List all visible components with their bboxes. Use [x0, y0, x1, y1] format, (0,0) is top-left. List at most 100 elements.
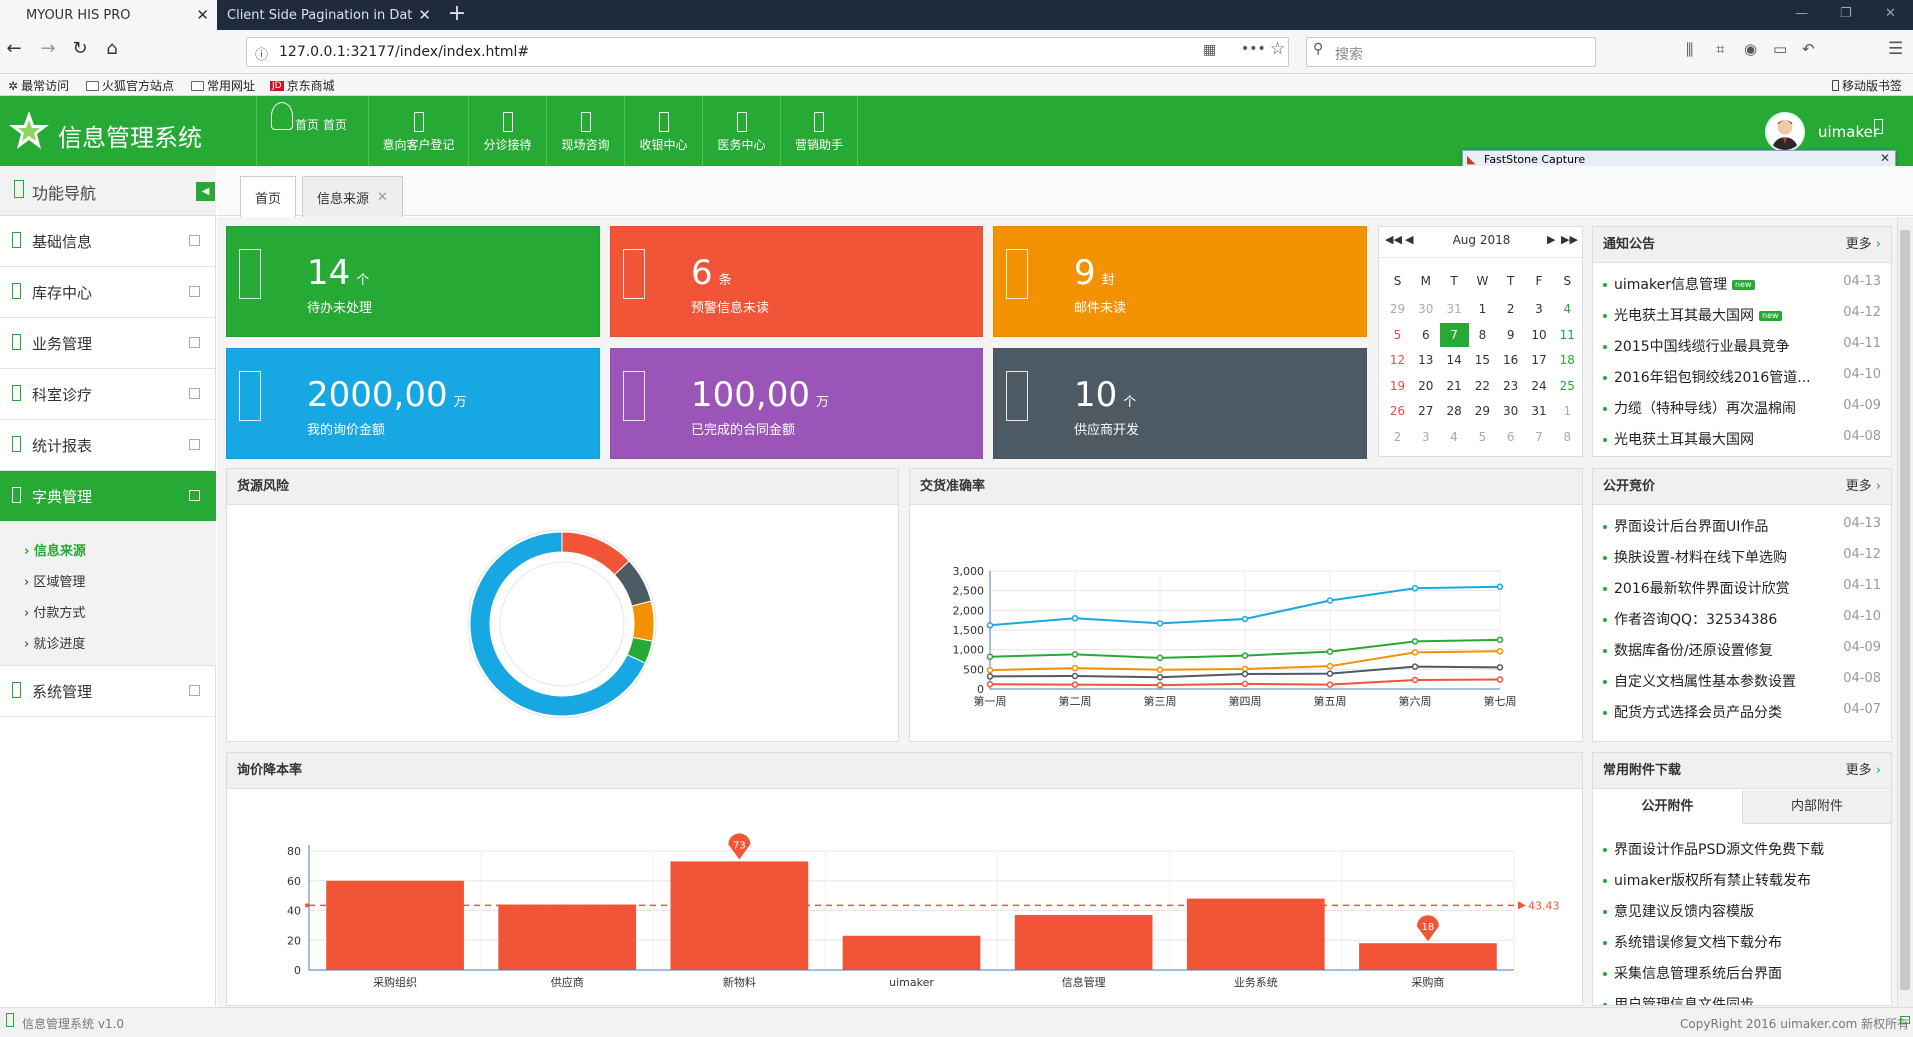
list-item[interactable]: 采集信息管理系统后台界面	[1603, 963, 1881, 983]
bookmark-most-visited[interactable]: ✲ 最常访问	[8, 77, 69, 94]
list-item[interactable]: 自定义文档属性基本参数设置 04-08	[1603, 671, 1881, 691]
calendar-day[interactable]: 9	[1506, 327, 1515, 342]
calendar-day[interactable]: 2	[1393, 429, 1402, 444]
username[interactable]: uimaker	[1818, 123, 1880, 141]
calendar-day[interactable]: 3	[1421, 429, 1430, 444]
restore-icon[interactable]: ❐	[1840, 6, 1852, 21]
stat-card-inquiry[interactable]: 2000,00 万 我的询价金额	[226, 348, 600, 459]
data-point[interactable]	[1156, 681, 1164, 689]
chat-icon[interactable]: ◉	[1744, 40, 1758, 58]
bar[interactable]	[1186, 898, 1325, 970]
data-point[interactable]	[1071, 672, 1079, 680]
nav-consult[interactable]: 现场咨询	[546, 96, 624, 166]
sidebar-item-business[interactable]: 业务管理	[0, 318, 216, 369]
calendar-day[interactable]: 21	[1446, 378, 1462, 393]
next-year-icon[interactable]: ▶▶	[1561, 233, 1578, 246]
url-bar[interactable]	[246, 37, 1289, 67]
list-item[interactable]: 2016年铝包铜绞线2016管道... 04-10	[1603, 367, 1881, 387]
list-item[interactable]: 光电获土耳其最大国网 new 04-12	[1603, 305, 1881, 325]
calendar-day[interactable]: 10	[1531, 327, 1547, 342]
calendar-day[interactable]: 25	[1559, 378, 1575, 393]
calendar-day[interactable]: 28	[1446, 404, 1462, 418]
calendar-day[interactable]: 7	[1439, 322, 1469, 347]
calendar-day[interactable]: 29	[1474, 404, 1491, 418]
tab-info-source[interactable]: 信息来源 ✕	[302, 176, 403, 217]
list-item[interactable]: 力缆（特种导线）再次温棉闹 04-09	[1603, 398, 1881, 418]
calendar-day[interactable]: 3	[1535, 302, 1543, 316]
collapse-sidebar-button[interactable]: ◀	[196, 182, 215, 201]
more-link[interactable]: 更多 ›	[1845, 763, 1881, 778]
calendar-day[interactable]: 30	[1503, 404, 1519, 418]
calendar-day[interactable]: 12	[1389, 353, 1406, 367]
bar[interactable]	[1359, 943, 1497, 970]
data-point[interactable]	[1496, 583, 1504, 590]
qr-code-icon[interactable]: ▦	[1203, 42, 1217, 58]
faststone-close-icon[interactable]: ✕	[1880, 151, 1891, 165]
prev-month-icon[interactable]: ◀	[1405, 233, 1414, 246]
calendar-day[interactable]: 5	[1393, 327, 1402, 342]
calendar-day[interactable]: 4	[1563, 302, 1572, 316]
submenu-item-info-source[interactable]: › 信息来源	[24, 544, 86, 559]
data-point[interactable]	[1411, 649, 1419, 656]
bookmark-star-icon[interactable]: ☆	[1270, 39, 1286, 59]
calendar-day[interactable]: 8	[1563, 429, 1572, 444]
bar[interactable]	[326, 880, 464, 970]
list-item[interactable]: uimaker信息管理 new 04-13	[1603, 274, 1881, 294]
data-point[interactable]	[1071, 664, 1079, 672]
calendar-day[interactable]: 18	[1559, 353, 1575, 367]
tab-public-attachments[interactable]: 公开附件	[1593, 790, 1743, 824]
search-input[interactable]	[1306, 37, 1596, 67]
calendar-day[interactable]: 27	[1418, 404, 1434, 418]
mark-point-pin[interactable]	[728, 833, 751, 860]
reload-icon[interactable]: ↻	[72, 38, 88, 59]
data-point[interactable]	[986, 666, 994, 674]
nav-marketing[interactable]: 营销助手	[780, 96, 858, 166]
list-item[interactable]: 意见建议反馈内容模版	[1603, 901, 1881, 921]
data-point[interactable]	[986, 653, 994, 660]
avatar[interactable]	[1765, 112, 1805, 152]
list-item[interactable]: uimaker版权所有禁止转载发布	[1603, 870, 1881, 890]
list-item[interactable]: 界面设计后台界面UI作品 04-13	[1603, 516, 1881, 536]
calendar-day[interactable]: 6	[1421, 327, 1430, 342]
donut-slice[interactable]	[561, 531, 630, 576]
bookmark-common[interactable]: 常用网址	[191, 77, 255, 94]
bookmark-firefox[interactable]: 火狐官方站点	[86, 77, 174, 94]
data-point[interactable]	[1326, 648, 1334, 655]
data-point[interactable]	[1326, 662, 1334, 670]
data-point[interactable]	[1071, 681, 1079, 688]
more-link[interactable]: 更多 ›	[1845, 479, 1881, 494]
data-point[interactable]	[1156, 620, 1164, 627]
calendar-day[interactable]: 16	[1503, 353, 1519, 367]
calendar-day[interactable]: 14	[1446, 353, 1462, 367]
page-actions-icon[interactable]: •••	[1241, 41, 1266, 57]
calendar-day[interactable]: 7	[1535, 429, 1543, 444]
tab-internal-attachments[interactable]: 内部附件	[1743, 790, 1891, 824]
fullscreen-icon[interactable]	[1900, 1016, 1910, 1024]
sidebar-item-basic-info[interactable]: 基础信息	[0, 216, 216, 267]
back-icon[interactable]: ←	[6, 38, 22, 59]
list-item[interactable]: 用户管理信息文件同步	[1603, 994, 1881, 1005]
nav-cashier[interactable]: 收银中心	[624, 96, 702, 166]
submenu-item-progress[interactable]: › 就诊进度	[24, 637, 86, 652]
nav-triage[interactable]: 分诊接待	[468, 96, 546, 166]
bar[interactable]	[498, 904, 637, 970]
calendar-day[interactable]: 13	[1418, 353, 1434, 367]
data-point[interactable]	[1156, 666, 1164, 673]
bookmark-jd[interactable]: JD 京东商城	[270, 77, 335, 94]
data-point[interactable]	[1411, 663, 1419, 670]
sidebar-item-inventory[interactable]: 库存中心	[0, 267, 216, 318]
data-point[interactable]	[1241, 665, 1249, 673]
calendar-day[interactable]: 15	[1474, 353, 1491, 367]
stat-card-contract[interactable]: 100,00 万 已完成的合同金额	[610, 348, 983, 459]
calendar-day[interactable]: 31	[1531, 404, 1547, 418]
calendar-day[interactable]: 1	[1563, 404, 1572, 418]
calendar-day[interactable]: 26	[1389, 404, 1406, 418]
donut-slice[interactable]	[631, 600, 655, 642]
list-item[interactable]: 数据库备份/还原设置修复 04-09	[1603, 640, 1881, 660]
prev-year-icon[interactable]: ◀◀	[1385, 233, 1402, 246]
list-item[interactable]: 系统错误修复文档下载分布	[1603, 932, 1881, 952]
calendar-day[interactable]: 1	[1478, 302, 1487, 316]
scrollbar-thumb[interactable]	[1900, 230, 1910, 990]
data-point[interactable]	[1241, 652, 1249, 659]
